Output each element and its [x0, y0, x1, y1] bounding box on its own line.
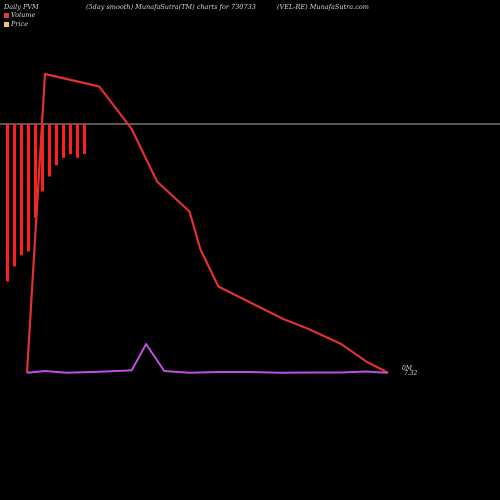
legend-volume-label: Volume: [11, 11, 36, 19]
volume-bar-2: [20, 124, 23, 256]
volume-bar-5: [41, 124, 44, 192]
end-label-bottom: 7.32: [404, 370, 418, 377]
volume-bar-4: [34, 124, 37, 218]
volume-bar-7: [55, 124, 58, 166]
legend-price: Price: [4, 20, 28, 28]
header-center: (5day smooth) MunafaSutra(TM) charts for…: [86, 3, 256, 11]
volume-bar-1: [13, 124, 16, 267]
legend-price-label: Price: [11, 20, 29, 28]
header-right: (VEL-RE) MunafaSutra.com: [277, 3, 369, 11]
header-left: Daily PVM: [4, 3, 39, 11]
end-label-top: 0M: [402, 365, 413, 372]
volume-bar-10: [76, 124, 79, 158]
legend-price-swatch: [4, 21, 9, 27]
pvm-series-line: [26, 343, 389, 374]
legend-volume: Volume: [4, 11, 35, 19]
volume-bar-9: [69, 124, 72, 154]
volume-bar-11: [83, 124, 86, 154]
volume-bars: [6, 124, 86, 282]
price-series-line: [25, 72, 389, 374]
volume-bar-0: [6, 124, 9, 282]
volume-bar-8: [62, 124, 65, 158]
volume-bar-3: [27, 124, 30, 252]
volume-bar-6: [48, 124, 51, 177]
legend-volume-swatch: [4, 12, 9, 18]
